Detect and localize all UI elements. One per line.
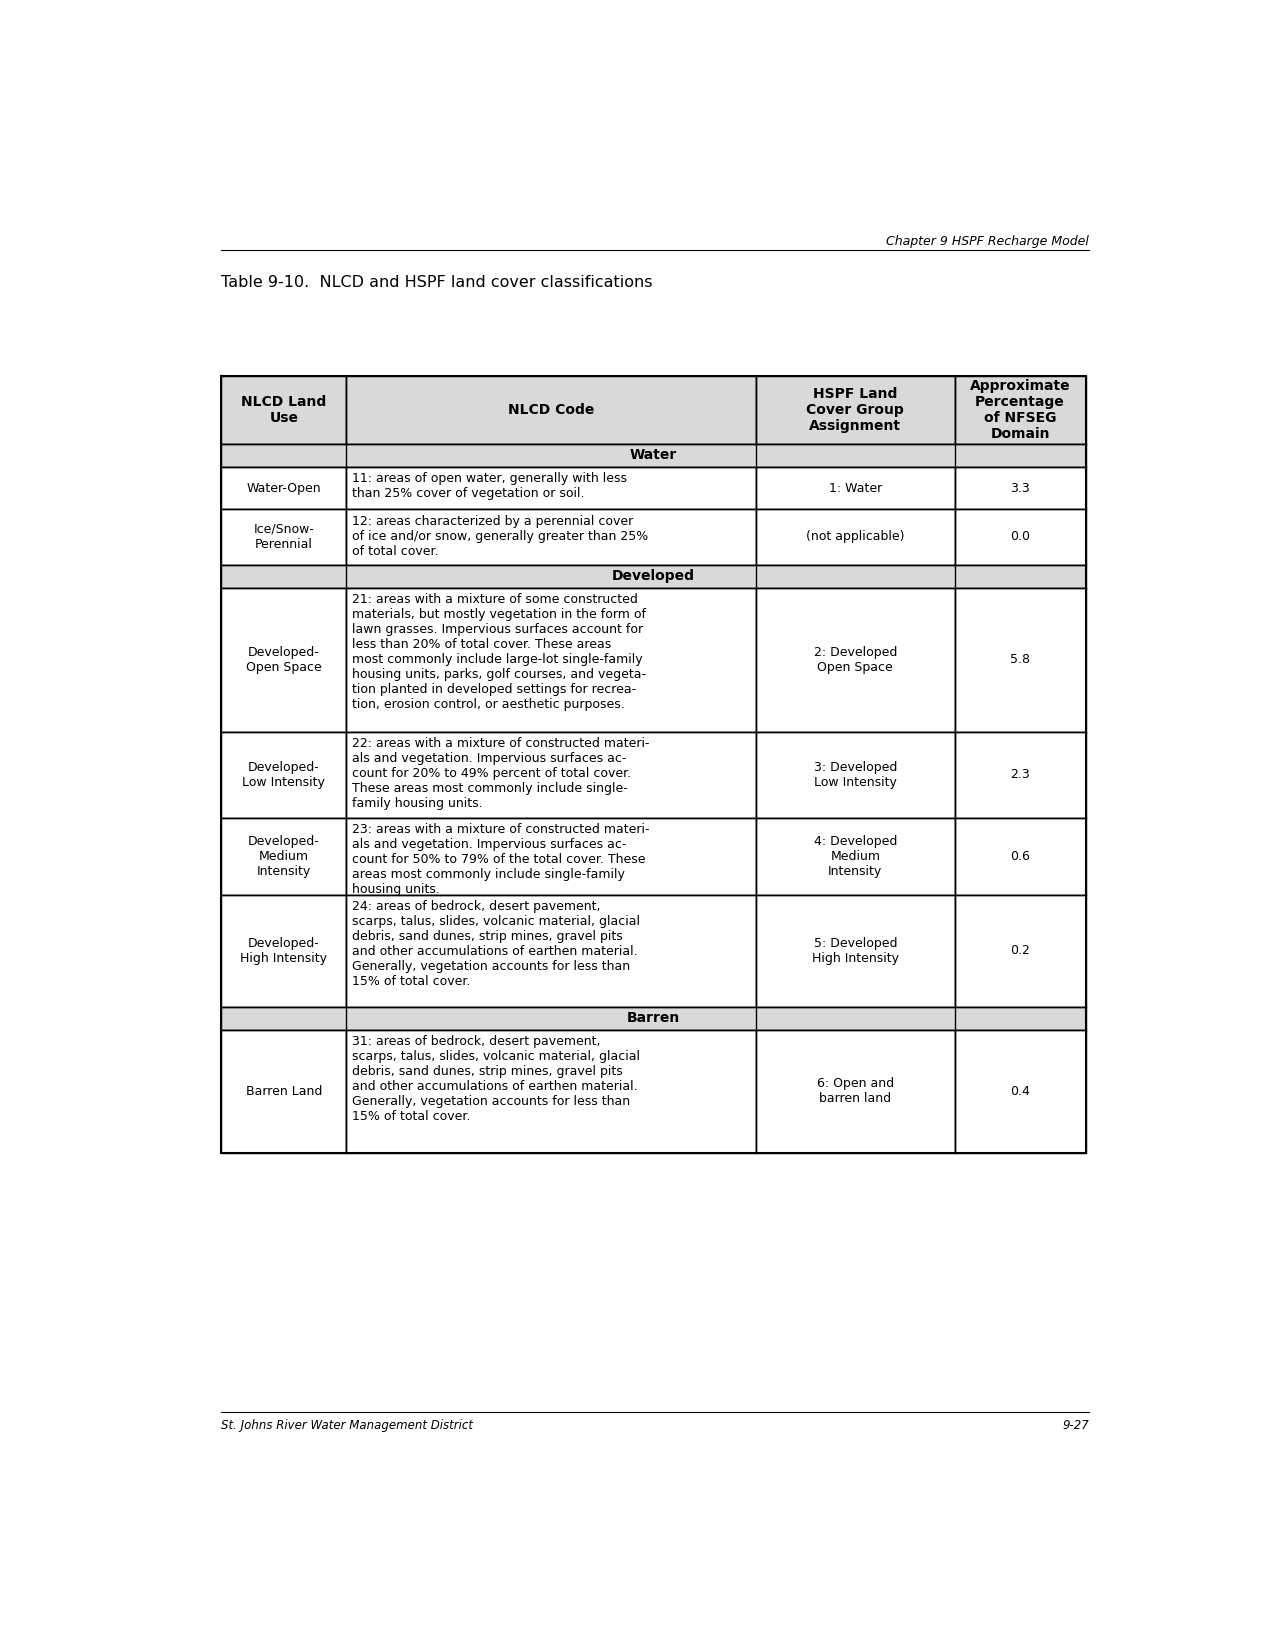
Text: Barren: Barren <box>627 1010 680 1025</box>
Bar <box>756 1030 955 1152</box>
Bar <box>346 376 756 444</box>
Text: 0.6: 0.6 <box>1010 850 1030 863</box>
Text: Developed-
Low Intensity: Developed- Low Intensity <box>242 761 325 789</box>
Bar <box>222 1030 346 1152</box>
Text: NLCD Land
Use: NLCD Land Use <box>241 395 326 424</box>
Text: 1: Water: 1: Water <box>829 482 882 495</box>
Bar <box>955 895 1085 1007</box>
Text: Developed-
Open Space: Developed- Open Space <box>246 646 321 674</box>
Bar <box>346 731 756 817</box>
Text: HSPF Land
Cover Group
Assignment: HSPF Land Cover Group Assignment <box>807 386 904 433</box>
Text: 12: areas characterized by a perennial cover
of ice and/or snow, generally great: 12: areas characterized by a perennial c… <box>352 515 648 558</box>
Text: 24: areas of bedrock, desert pavement,
scarps, talus, slides, volcanic material,: 24: areas of bedrock, desert pavement, s… <box>352 900 640 989</box>
Bar <box>756 376 955 444</box>
Text: 23: areas with a mixture of constructed materi-
als and vegetation. Impervious s: 23: areas with a mixture of constructed … <box>352 824 649 896</box>
Text: Water-Open: Water-Open <box>246 482 321 495</box>
Bar <box>222 444 1085 467</box>
Text: 22: areas with a mixture of constructed materi-
als and vegetation. Impervious s: 22: areas with a mixture of constructed … <box>352 736 649 811</box>
Text: Ice/Snow-
Perennial: Ice/Snow- Perennial <box>254 523 314 551</box>
Bar <box>346 817 756 895</box>
Text: 0.4: 0.4 <box>1010 1085 1030 1098</box>
Bar <box>346 509 756 565</box>
Bar <box>222 565 1085 588</box>
Text: 2: Developed
Open Space: 2: Developed Open Space <box>813 646 898 674</box>
Bar <box>756 731 955 817</box>
Text: 11: areas of open water, generally with less
than 25% cover of vegetation or soi: 11: areas of open water, generally with … <box>352 472 626 500</box>
Text: 4: Developed
Medium
Intensity: 4: Developed Medium Intensity <box>813 835 898 878</box>
Text: 0.2: 0.2 <box>1010 944 1030 958</box>
Text: Approximate
Percentage
of NFSEG
Domain: Approximate Percentage of NFSEG Domain <box>970 378 1070 441</box>
Text: (not applicable): (not applicable) <box>806 530 904 543</box>
Bar <box>222 817 346 895</box>
Text: Developed-
Medium
Intensity: Developed- Medium Intensity <box>247 835 320 878</box>
Bar <box>756 588 955 731</box>
Bar <box>955 376 1085 444</box>
Bar <box>222 376 1085 1152</box>
Text: 6: Open and
barren land: 6: Open and barren land <box>817 1078 894 1105</box>
Bar <box>346 467 756 509</box>
Text: 31: areas of bedrock, desert pavement,
scarps, talus, slides, volcanic material,: 31: areas of bedrock, desert pavement, s… <box>352 1035 640 1123</box>
Text: 3: Developed
Low Intensity: 3: Developed Low Intensity <box>813 761 898 789</box>
Text: 5.8: 5.8 <box>1010 654 1030 667</box>
Bar <box>756 895 955 1007</box>
Bar <box>955 817 1085 895</box>
Text: 3.3: 3.3 <box>1010 482 1030 495</box>
Bar <box>756 509 955 565</box>
Bar <box>222 376 346 444</box>
Bar <box>756 817 955 895</box>
Text: 2.3: 2.3 <box>1010 768 1030 781</box>
Bar <box>346 1030 756 1152</box>
Text: Developed: Developed <box>612 570 695 583</box>
Text: St. Johns River Water Management District: St. Johns River Water Management Distric… <box>222 1420 473 1433</box>
Text: Barren Land: Barren Land <box>246 1085 323 1098</box>
Text: 21: areas with a mixture of some constructed
materials, but mostly vegetation in: 21: areas with a mixture of some constru… <box>352 593 645 712</box>
Bar <box>222 588 346 731</box>
Bar <box>222 1007 1085 1030</box>
Bar <box>222 509 346 565</box>
Bar <box>955 467 1085 509</box>
Bar <box>756 467 955 509</box>
Text: Water: Water <box>630 449 677 462</box>
Bar <box>346 588 756 731</box>
Text: 9-27: 9-27 <box>1062 1420 1089 1433</box>
Text: Chapter 9 HSPF Recharge Model: Chapter 9 HSPF Recharge Model <box>886 234 1089 248</box>
Bar <box>955 509 1085 565</box>
Bar <box>346 895 756 1007</box>
Bar <box>955 588 1085 731</box>
Text: 5: Developed
High Intensity: 5: Developed High Intensity <box>812 936 899 964</box>
Bar <box>955 731 1085 817</box>
Text: NLCD Code: NLCD Code <box>507 403 594 416</box>
Text: Developed-
High Intensity: Developed- High Intensity <box>240 936 328 964</box>
Bar <box>222 731 346 817</box>
Text: 0.0: 0.0 <box>1010 530 1030 543</box>
Bar <box>222 467 346 509</box>
Bar <box>955 1030 1085 1152</box>
Bar <box>222 895 346 1007</box>
Text: Table 9-10.  NLCD and HSPF land cover classifications: Table 9-10. NLCD and HSPF land cover cla… <box>222 276 653 291</box>
